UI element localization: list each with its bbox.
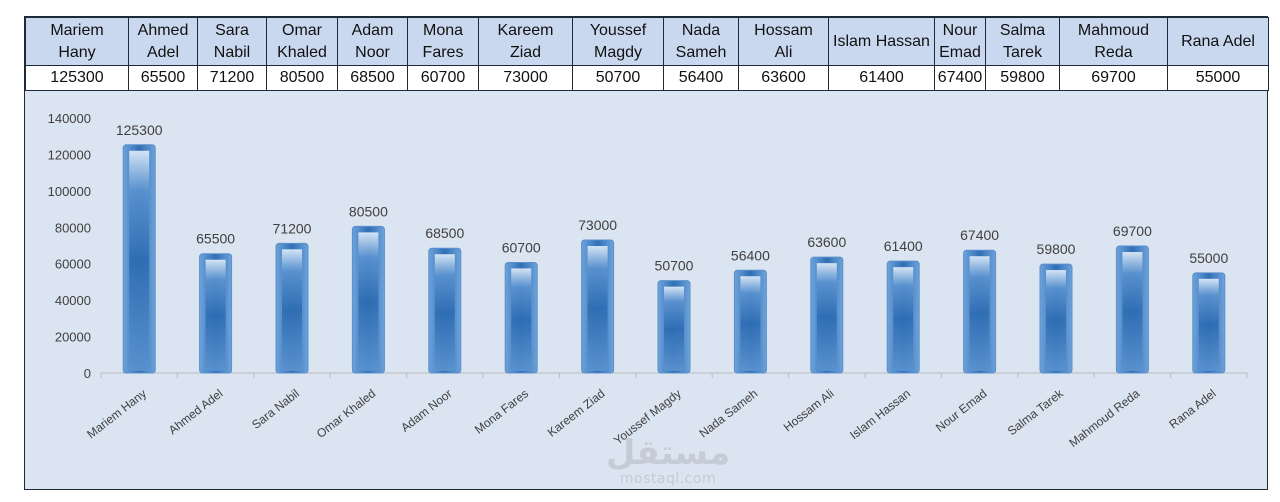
data-label: 63600	[807, 234, 846, 250]
data-label: 71200	[273, 220, 312, 236]
table-header-cell: Sara Nabil	[197, 17, 267, 66]
table-value-cell: 63600	[738, 65, 829, 91]
table-value-cell: 59800	[985, 65, 1060, 91]
table-header-cell: Nada Sameh	[663, 17, 739, 66]
bar-chart: 020000400006000080000100000120000140000 …	[48, 111, 1248, 450]
x-category-label: Ahmed Adel	[166, 386, 226, 437]
data-label: 67400	[960, 227, 999, 243]
table-value-cell: 61400	[828, 65, 935, 91]
x-category-label: Adam Noor	[398, 386, 454, 434]
table-header-cell: Omar Khaled	[266, 17, 338, 66]
data-label: 65500	[196, 231, 235, 247]
x-axis: Mariem Hany Ahmed Adel Sara Nabil Omar Khal…	[84, 372, 1248, 450]
data-label: 68500	[425, 225, 464, 241]
value-row: 125300 65500 71200 80500 68500 60700 73000 5070…	[25, 65, 1269, 91]
y-axis: 0 20000 40000 60000 80000 100000 120000 140000	[48, 111, 91, 381]
table-header-cell: Rana Adel	[1167, 17, 1269, 66]
x-category-label: Kareem Ziad	[545, 386, 608, 439]
table-header-cell: Nour Emad	[934, 17, 986, 66]
table-value-cell: 71200	[197, 65, 267, 91]
bar-highlight	[129, 150, 150, 371]
y-tick-label: 60000	[55, 257, 91, 272]
table-header-cell: Islam Hassan	[828, 17, 935, 66]
data-label: 69700	[1113, 223, 1152, 239]
data-label: 50700	[655, 258, 694, 274]
x-category-label: Youssef Magdy	[611, 386, 684, 447]
table-header-cell: Salma Tarek	[985, 17, 1060, 66]
x-category-label: Salma Tarek	[1005, 386, 1067, 439]
y-tick-label: 80000	[55, 220, 91, 235]
x-category-label: Hossam Ali	[781, 386, 837, 434]
bar-highlight	[664, 286, 684, 371]
x-category-label: Mahmoud Reda	[1066, 386, 1142, 450]
bar-highlight	[740, 276, 761, 371]
x-category-label: Mona Fares	[472, 386, 531, 436]
data-label: 59800	[1037, 241, 1076, 257]
y-tick-label: 20000	[55, 330, 91, 345]
x-category-label: Sara Nabil	[249, 386, 302, 432]
x-category-label: Mariem Hany	[84, 386, 149, 441]
bar-highlight	[434, 254, 455, 371]
y-tick-label: 100000	[48, 184, 91, 199]
bar-highlight	[1198, 278, 1219, 371]
x-category-label: Rana Adel	[1166, 386, 1218, 431]
y-tick-label: 120000	[48, 147, 91, 162]
bar-highlight	[1122, 252, 1143, 371]
data-label: 55000	[1189, 250, 1228, 266]
figure-frame: Mariem Hany Ahmed Adel Sara Nabil Omar Khaled Ad…	[24, 16, 1269, 490]
data-table: Mariem Hany Ahmed Adel Sara Nabil Omar Khaled Ad…	[25, 17, 1269, 91]
bar-highlight	[893, 267, 914, 371]
table-value-cell: 65500	[128, 65, 198, 91]
data-label: 56400	[731, 247, 770, 263]
table-value-cell: 56400	[663, 65, 739, 91]
table-value-cell: 60700	[407, 65, 479, 91]
table-header-cell: Mahmoud Reda	[1059, 17, 1168, 66]
bar-highlight	[969, 256, 990, 371]
y-tick-label: 40000	[55, 293, 91, 308]
table-value-cell: 67400	[934, 65, 986, 91]
table-value-cell: 68500	[337, 65, 408, 91]
table-header-cell: Mariem Hany	[25, 17, 129, 66]
bar-highlight	[205, 259, 226, 371]
x-category-label: Nada Sameh	[696, 386, 760, 440]
bar-highlight	[358, 232, 379, 371]
table-header-cell: Youssef Magdy	[572, 17, 664, 66]
table-header-cell: Ahmed Adel	[128, 17, 198, 66]
table-value-cell: 80500	[266, 65, 338, 91]
table-value-cell: 55000	[1167, 65, 1269, 91]
bar-highlight	[587, 246, 608, 371]
table-header-cell: Hossam Ali	[738, 17, 829, 66]
data-label: 80500	[349, 203, 388, 219]
table-value-cell: 50700	[572, 65, 664, 91]
x-category-label: Omar Khaled	[314, 386, 378, 441]
table-value-cell: 69700	[1059, 65, 1168, 91]
y-tick-label: 0	[84, 366, 91, 381]
x-category-label: Islam Hassan	[847, 386, 913, 442]
bar-highlight	[511, 268, 532, 371]
table-header-cell: Adam Noor	[337, 17, 408, 66]
bars-group: 125300 65500 71200 80500 68500 60700 73000 5070…	[116, 122, 1228, 374]
bar-highlight	[1046, 270, 1066, 371]
table-value-cell: 125300	[25, 65, 129, 91]
data-label: 125300	[116, 122, 163, 138]
data-label: 73000	[578, 217, 617, 233]
data-label: 60700	[502, 239, 541, 255]
table-header-cell: Mona Fares	[407, 17, 479, 66]
x-category-label: Nour Emad	[933, 386, 989, 434]
table-header-cell: Kareem Ziad	[478, 17, 573, 66]
header-row: Mariem Hany Ahmed Adel Sara Nabil Omar Khaled Ad…	[25, 17, 1269, 66]
bar-highlight	[282, 249, 302, 371]
table-value-cell: 73000	[478, 65, 573, 91]
data-label: 61400	[884, 238, 923, 254]
y-tick-label: 140000	[48, 111, 91, 126]
bar-highlight	[816, 263, 837, 371]
